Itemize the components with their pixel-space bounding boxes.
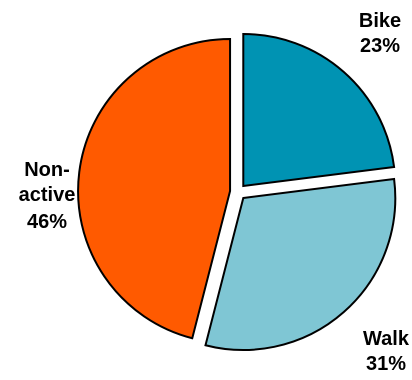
pie-slices	[77, 32, 397, 351]
slice-label-walk-name: Walk	[363, 328, 410, 350]
slice-label-walk-value: 31%	[366, 353, 406, 375]
pie-slice-bike	[242, 32, 396, 188]
pie-slice-walk	[204, 177, 397, 351]
pie-slice-nonactive	[77, 37, 232, 340]
slice-label-nonactive-name-line2: active	[19, 184, 76, 206]
slice-label-nonactive-value: 46%	[27, 211, 67, 233]
slice-label-bike-value: 23%	[360, 35, 400, 57]
slice-label-nonactive-name-line1: Non-	[24, 159, 70, 181]
slice-label-bike-name: Bike	[359, 10, 401, 32]
